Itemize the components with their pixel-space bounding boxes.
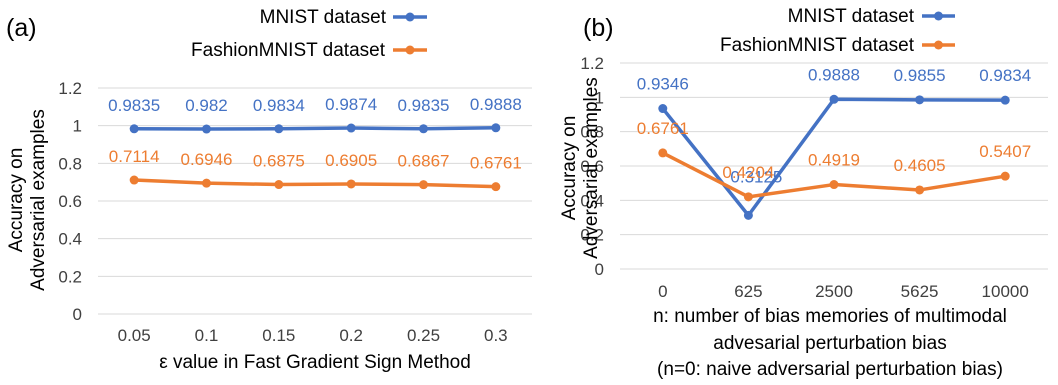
data-label: 0.5407 <box>979 142 1031 161</box>
data-point <box>743 210 753 220</box>
y-axis-title: Accuracy on <box>559 116 580 221</box>
y-tick-label: 1 <box>595 88 604 107</box>
data-point <box>419 124 428 134</box>
x-tick-label: 0.25 <box>407 326 440 345</box>
y-tick-label: 0.8 <box>58 154 82 173</box>
y-tick-label: 0.8 <box>580 123 604 142</box>
chart-panel-b: (b) 0 0.2 0.4 0.6 0.8 1 1.2 0 625 2500 5625 10000 Acc… <box>559 6 1048 380</box>
x-axis-title: (n=0: naive adversarial perturbation bia… <box>657 359 1003 380</box>
data-point <box>743 192 753 202</box>
panel-label: (a) <box>6 14 37 42</box>
legend-label: FashionMNIST dataset <box>720 35 915 56</box>
legend-marker <box>934 40 943 50</box>
data-label: 0.9834 <box>253 96 305 115</box>
y-tick-label: 0.6 <box>58 192 82 211</box>
y-axis-title: Accuracy on <box>6 148 27 253</box>
data-label: 0.6867 <box>398 152 450 171</box>
data-point <box>829 94 839 104</box>
data-label: 0.9874 <box>325 95 377 114</box>
data-point <box>658 148 668 158</box>
data-label: 0.6761 <box>470 154 522 173</box>
x-tick-label: 625 <box>734 282 762 301</box>
y-tick-label: 0.4 <box>580 191 604 210</box>
y-tick-label: 0 <box>73 305 82 324</box>
data-label: 0.9346 <box>637 75 689 94</box>
data-point <box>274 124 284 134</box>
data-label: 0.9835 <box>108 96 160 115</box>
y-tick-label: 0.2 <box>580 226 604 245</box>
data-label: 0.4605 <box>894 156 946 175</box>
legend-marker <box>405 45 415 55</box>
data-point <box>658 104 668 114</box>
x-tick-label: 0.05 <box>118 326 151 345</box>
data-label: 0.6905 <box>325 151 377 170</box>
legend-marker <box>934 11 943 21</box>
data-point <box>915 185 925 195</box>
data-point <box>1000 95 1010 105</box>
x-tick-label: 0.3 <box>484 326 508 345</box>
data-point <box>202 178 211 188</box>
data-point <box>129 124 139 134</box>
series-line-fashionmnist <box>134 178 496 189</box>
y-tick-label: 1.2 <box>58 79 82 98</box>
series-line-mnist <box>134 126 496 131</box>
data-point <box>491 123 501 133</box>
data-label: 0.4919 <box>808 151 860 170</box>
data-label: 0.6875 <box>253 152 305 171</box>
data-label: 0.6946 <box>181 150 233 169</box>
y-tick-label: 1.2 <box>580 54 604 73</box>
data-label: 0.6761 <box>637 119 689 138</box>
data-label: 0.9835 <box>398 96 450 115</box>
data-label: 0.4204 <box>722 163 774 182</box>
data-point <box>419 180 428 190</box>
data-point <box>829 180 839 190</box>
x-tick-label: 2500 <box>815 282 853 301</box>
legend-label: MNIST dataset <box>260 7 387 28</box>
y-axis-title: Adversarial examples <box>28 109 49 291</box>
x-axis-title: advesarial perturbation bias <box>713 333 946 354</box>
x-tick-label: 0.15 <box>262 326 295 345</box>
y-tick-label: 0 <box>595 260 604 279</box>
data-point <box>346 123 356 133</box>
x-tick-label: 10000 <box>982 282 1029 301</box>
data-label: 0.7114 <box>109 147 160 166</box>
data-point <box>915 95 925 105</box>
data-label: 0.9888 <box>470 95 522 114</box>
data-label: 0.982 <box>185 96 228 115</box>
data-point <box>1000 171 1010 181</box>
x-axis-title: ε value in Fast Gradient Sign Method <box>159 352 471 373</box>
panel-label: (b) <box>583 14 614 42</box>
data-label: 0.3125 <box>730 167 782 186</box>
data-label: 0.9834 <box>979 66 1031 85</box>
x-tick-label: 0.2 <box>339 326 363 345</box>
data-point <box>129 175 139 185</box>
data-point <box>346 179 356 189</box>
data-point <box>491 182 501 192</box>
data-point <box>202 124 211 134</box>
y-axis-title: Adversarial examples <box>581 77 602 259</box>
x-tick-label: 0.1 <box>195 326 219 345</box>
data-point <box>274 180 284 190</box>
y-tick-label: 0.4 <box>58 230 82 249</box>
x-tick-label: 5625 <box>901 282 939 301</box>
chart-panel-a: (a) 0 0.2 0.4 0.6 0.8 1 1.2 0.05 0.1 0.15 0.2 0.25 0.… <box>6 7 532 373</box>
data-label: 0.9888 <box>808 65 860 84</box>
y-tick-label: 1 <box>73 117 82 136</box>
legend-label: FashionMNIST dataset <box>191 40 386 61</box>
legend-label: MNIST dataset <box>788 6 915 27</box>
data-label: 0.9855 <box>894 66 946 85</box>
y-tick-label: 0.2 <box>58 267 82 286</box>
y-tick-label: 0.6 <box>580 157 604 176</box>
x-axis-title: n: number of bias memories of multimodal <box>653 306 1007 327</box>
x-tick-label: 0 <box>658 282 667 301</box>
legend-marker <box>405 12 415 22</box>
